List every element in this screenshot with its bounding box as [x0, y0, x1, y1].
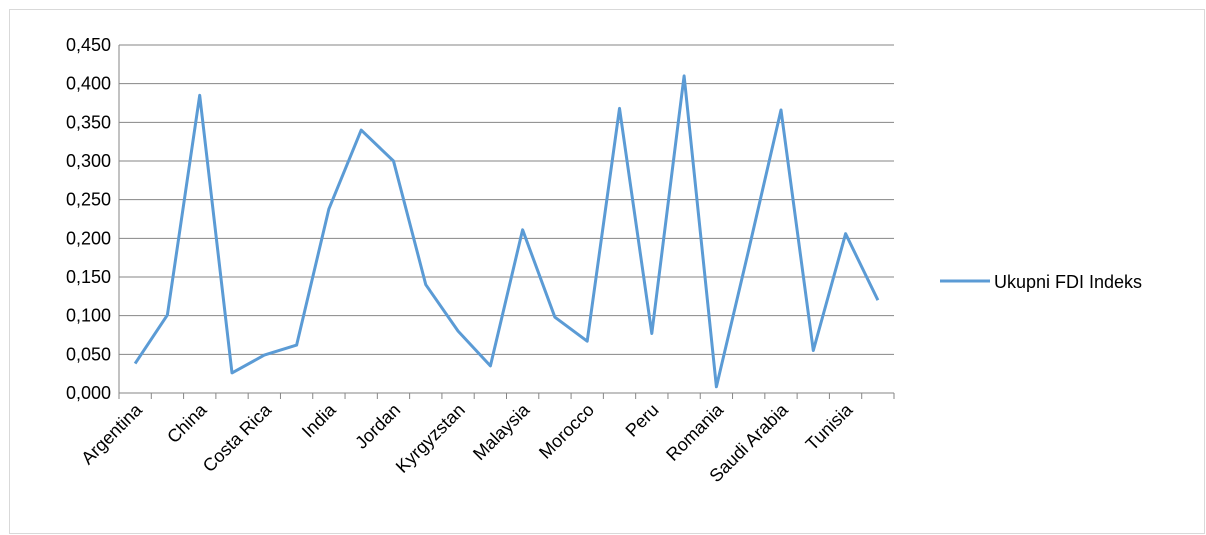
y-tick-label: 0,350: [66, 112, 111, 132]
x-tick-label: Tunisia: [802, 399, 857, 454]
y-axis-tick-labels: 0,000 0,050 0,100 0,150 0,200 0,250 0,300 0,350…: [66, 35, 111, 403]
y-tick-label: 0,200: [66, 228, 111, 248]
y-tick-label: 0,300: [66, 151, 111, 171]
chart-frame: [9, 9, 1205, 534]
legend-label: Ukupni FDI Indeks: [994, 272, 1142, 292]
legend: Ukupni FDI Indeks: [940, 272, 1142, 292]
y-tick-label: 0,250: [66, 190, 111, 210]
y-tick-label: 0,400: [66, 74, 111, 94]
x-tick-label: Peru: [622, 400, 663, 441]
series-line: [133, 74, 880, 389]
x-tick-label: China: [163, 399, 211, 447]
series-layer: [133, 74, 880, 389]
x-tick-label: Costa Rica: [199, 399, 276, 476]
x-tick-label: Romania: [662, 399, 728, 465]
gridlines: [119, 44, 894, 355]
x-tick-label: Morocco: [535, 400, 598, 463]
y-tick-label: 0,050: [66, 344, 111, 364]
y-tick-label: 0,000: [66, 383, 111, 403]
x-tick-label: Kyrgyzstan: [392, 400, 469, 477]
x-tick-label: India: [298, 399, 340, 441]
x-tick-label: Malaysia: [469, 399, 534, 464]
x-tick-label: Jordan: [351, 400, 404, 453]
x-tick-label: Argentina: [77, 399, 146, 468]
y-tick-label: 0,100: [66, 306, 111, 326]
y-tick-label: 0,150: [66, 267, 111, 287]
y-tick-label: 0,450: [66, 35, 111, 55]
axes: [118, 45, 895, 399]
